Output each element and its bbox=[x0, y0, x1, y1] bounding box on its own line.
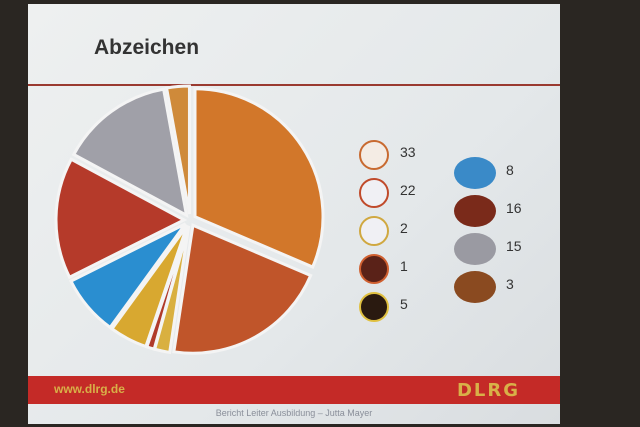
pie-slice-seahorse bbox=[193, 87, 325, 269]
slide: Abzeichen 33 22 2 1 5 8 16 15 3 www.dlrg.de DLRG… bbox=[28, 4, 560, 424]
pie-slice-bronze-oval-dark bbox=[54, 157, 188, 280]
slide-title: Abzeichen bbox=[94, 36, 200, 59]
badge-icon bbox=[454, 233, 496, 265]
legend-value: 15 bbox=[506, 238, 522, 254]
badge-icon bbox=[359, 216, 389, 246]
legend-value: 2 bbox=[400, 220, 408, 236]
title-divider bbox=[28, 84, 560, 86]
pie-slice-silver-oval bbox=[71, 87, 189, 218]
badge-icon bbox=[454, 195, 496, 227]
pie-slice-blue-oval bbox=[68, 222, 187, 330]
badge-icon bbox=[359, 254, 389, 284]
footer-text: Bericht Leiter Ausbildung – Jutta Mayer bbox=[215, 408, 373, 418]
badge-icon bbox=[359, 292, 389, 322]
dlrg-logo: DLRG bbox=[456, 380, 520, 401]
pie-chart bbox=[54, 84, 325, 355]
badge-icon bbox=[359, 140, 389, 170]
pie-slice-diver-red bbox=[172, 223, 313, 355]
badge-icon bbox=[454, 271, 496, 303]
pie-slice-bronze-oval bbox=[164, 84, 191, 215]
footer-band: www.dlrg.de DLRG bbox=[28, 376, 560, 404]
legend-value: 16 bbox=[506, 200, 522, 216]
legend-value: 8 bbox=[506, 162, 514, 178]
legend-value: 33 bbox=[400, 144, 416, 160]
badge-icon bbox=[359, 178, 389, 208]
legend-value: 22 bbox=[400, 182, 416, 198]
website-link[interactable]: www.dlrg.de bbox=[54, 382, 125, 396]
legend-value: 1 bbox=[400, 258, 408, 274]
badge-icon bbox=[454, 157, 496, 189]
legend-value: 5 bbox=[400, 296, 408, 312]
pie-slice-diver-gold bbox=[109, 224, 189, 349]
legend-value: 3 bbox=[506, 276, 514, 292]
